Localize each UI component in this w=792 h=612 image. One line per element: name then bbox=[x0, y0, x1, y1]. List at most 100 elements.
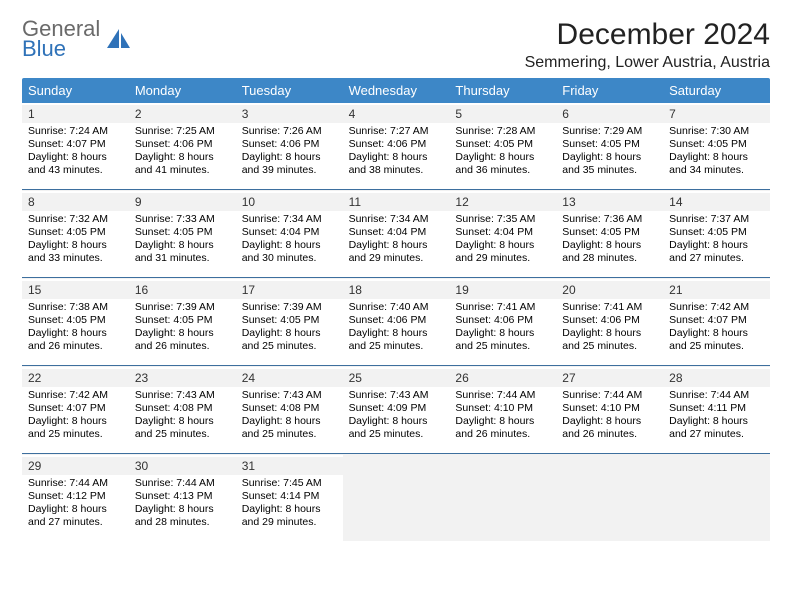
day-cell: 20Sunrise: 7:41 AMSunset: 4:06 PMDayligh… bbox=[556, 279, 663, 365]
day-info: Sunrise: 7:30 AMSunset: 4:05 PMDaylight:… bbox=[669, 125, 764, 178]
sunset-text: Sunset: 4:09 PM bbox=[349, 402, 444, 415]
daylight-text: Daylight: 8 hours and 43 minutes. bbox=[28, 151, 123, 177]
sunset-text: Sunset: 4:05 PM bbox=[669, 138, 764, 151]
day-info: Sunrise: 7:44 AMSunset: 4:12 PMDaylight:… bbox=[28, 477, 123, 530]
empty-cell bbox=[343, 455, 450, 541]
day-cell: 24Sunrise: 7:43 AMSunset: 4:08 PMDayligh… bbox=[236, 367, 343, 453]
sunrise-text: Sunrise: 7:29 AM bbox=[562, 125, 657, 138]
empty-cell bbox=[663, 455, 770, 541]
sunset-text: Sunset: 4:05 PM bbox=[28, 314, 123, 327]
day-info: Sunrise: 7:40 AMSunset: 4:06 PMDaylight:… bbox=[349, 301, 444, 354]
day-info: Sunrise: 7:34 AMSunset: 4:04 PMDaylight:… bbox=[242, 213, 337, 266]
daylight-text: Daylight: 8 hours and 26 minutes. bbox=[135, 327, 230, 353]
daylight-text: Daylight: 8 hours and 25 minutes. bbox=[28, 415, 123, 441]
sunset-text: Sunset: 4:07 PM bbox=[669, 314, 764, 327]
sunset-text: Sunset: 4:07 PM bbox=[28, 402, 123, 415]
sunrise-text: Sunrise: 7:42 AM bbox=[28, 389, 123, 402]
sail-icon bbox=[106, 28, 132, 55]
day-cell: 12 Sunrise: 7:35 AMSunset: 4:04 PMDayligh… bbox=[449, 191, 556, 277]
sunset-text: Sunset: 4:13 PM bbox=[135, 490, 230, 503]
day-info: Sunrise: 7:44 AMSunset: 4:10 PMDaylight:… bbox=[562, 389, 657, 442]
sunset-text: Sunset: 4:04 PM bbox=[455, 226, 550, 239]
sunrise-text: Sunrise: 7:39 AM bbox=[242, 301, 337, 314]
day-info: Sunrise: 7:41 AMSunset: 4:06 PMDaylight:… bbox=[455, 301, 550, 354]
day-cell: 9Sunrise: 7:33 AMSunset: 4:05 PMDaylight… bbox=[129, 191, 236, 277]
sunrise-text: Sunrise: 7:36 AM bbox=[562, 213, 657, 226]
sunrise-text: Sunrise: 7:41 AM bbox=[455, 301, 550, 314]
sunrise-text: Sunrise: 7:45 AM bbox=[242, 477, 337, 490]
day-number: 3 bbox=[236, 105, 343, 123]
day-number: 26 bbox=[449, 369, 556, 387]
day-cell: 13Sunrise: 7:36 AMSunset: 4:05 PMDayligh… bbox=[556, 191, 663, 277]
empty-bar bbox=[663, 455, 770, 541]
sunrise-text: Sunrise: 7:26 AM bbox=[242, 125, 337, 138]
day-cell: 11Sunrise: 7:34 AMSunset: 4:04 PMDayligh… bbox=[343, 191, 450, 277]
day-number: 5 bbox=[449, 105, 556, 123]
daylight-text: Daylight: 8 hours and 27 minutes. bbox=[669, 239, 764, 265]
day-number: 19 bbox=[449, 281, 556, 299]
day-number: 2 bbox=[129, 105, 236, 123]
day-number: 23 bbox=[129, 369, 236, 387]
daylight-text: Daylight: 8 hours and 28 minutes. bbox=[135, 503, 230, 529]
day-number: 17 bbox=[236, 281, 343, 299]
sunrise-text: Sunrise: 7:39 AM bbox=[135, 301, 230, 314]
day-number: 21 bbox=[663, 281, 770, 299]
logo-line2: Blue bbox=[22, 38, 100, 60]
sunset-text: Sunset: 4:11 PM bbox=[669, 402, 764, 415]
day-info: Sunrise: 7:27 AMSunset: 4:06 PMDaylight:… bbox=[349, 125, 444, 178]
day-number: 30 bbox=[129, 457, 236, 475]
day-cell: 28Sunrise: 7:44 AMSunset: 4:11 PMDayligh… bbox=[663, 367, 770, 453]
calendar-page: General Blue December 2024 Semmering, Lo… bbox=[0, 0, 792, 541]
weekday-sat: Saturday bbox=[663, 78, 770, 103]
day-info: Sunrise: 7:43 AMSunset: 4:09 PMDaylight:… bbox=[349, 389, 444, 442]
daylight-text: Daylight: 8 hours and 35 minutes. bbox=[562, 151, 657, 177]
day-cell: 8Sunrise: 7:32 AMSunset: 4:05 PMDaylight… bbox=[22, 191, 129, 277]
day-info: Sunrise: 7:36 AMSunset: 4:05 PMDaylight:… bbox=[562, 213, 657, 266]
day-info: Sunrise: 7:26 AMSunset: 4:06 PMDaylight:… bbox=[242, 125, 337, 178]
sunset-text: Sunset: 4:06 PM bbox=[562, 314, 657, 327]
day-cell: 1Sunrise: 7:24 AMSunset: 4:07 PMDaylight… bbox=[22, 103, 129, 189]
daylight-text: Daylight: 8 hours and 25 minutes. bbox=[242, 327, 337, 353]
daylight-text: Daylight: 8 hours and 26 minutes. bbox=[28, 327, 123, 353]
daylight-text: Daylight: 8 hours and 26 minutes. bbox=[562, 415, 657, 441]
day-number: 12 bbox=[449, 193, 556, 211]
day-cell: 7 Sunrise: 7:30 AMSunset: 4:05 PMDaylight… bbox=[663, 103, 770, 189]
day-number: 29 bbox=[22, 457, 129, 475]
day-info: Sunrise: 7:42 AMSunset: 4:07 PMDaylight:… bbox=[28, 389, 123, 442]
location: Semmering, Lower Austria, Austria bbox=[525, 54, 770, 72]
sunrise-text: Sunrise: 7:43 AM bbox=[349, 389, 444, 402]
weekday-fri: Friday bbox=[556, 78, 663, 103]
logo: General Blue bbox=[22, 18, 132, 60]
day-cell: 21Sunrise: 7:42 AMSunset: 4:07 PMDayligh… bbox=[663, 279, 770, 365]
sunset-text: Sunset: 4:06 PM bbox=[242, 138, 337, 151]
sunrise-text: Sunrise: 7:33 AM bbox=[135, 213, 230, 226]
sunrise-text: Sunrise: 7:24 AM bbox=[28, 125, 123, 138]
day-info: Sunrise: 7:44 AMSunset: 4:11 PMDaylight:… bbox=[669, 389, 764, 442]
sunrise-text: Sunrise: 7:34 AM bbox=[242, 213, 337, 226]
logo-text: General Blue bbox=[22, 18, 100, 60]
sunrise-text: Sunrise: 7:42 AM bbox=[669, 301, 764, 314]
sunset-text: Sunset: 4:04 PM bbox=[349, 226, 444, 239]
day-cell: 26 Sunrise: 7:44 AMSunset: 4:10 PMDayligh… bbox=[449, 367, 556, 453]
day-cell: 31Sunrise: 7:45 AMSunset: 4:14 PMDayligh… bbox=[236, 455, 343, 541]
day-info: Sunrise: 7:35 AMSunset: 4:04 PMDaylight:… bbox=[455, 213, 550, 266]
day-info: Sunrise: 7:28 AMSunset: 4:05 PMDaylight:… bbox=[455, 125, 550, 178]
header: General Blue December 2024 Semmering, Lo… bbox=[22, 18, 770, 72]
day-cell: 27Sunrise: 7:44 AMSunset: 4:10 PMDayligh… bbox=[556, 367, 663, 453]
sunset-text: Sunset: 4:06 PM bbox=[349, 314, 444, 327]
sunset-text: Sunset: 4:08 PM bbox=[135, 402, 230, 415]
sunset-text: Sunset: 4:05 PM bbox=[562, 138, 657, 151]
sunset-text: Sunset: 4:04 PM bbox=[242, 226, 337, 239]
sunrise-text: Sunrise: 7:35 AM bbox=[455, 213, 550, 226]
sunrise-text: Sunrise: 7:43 AM bbox=[135, 389, 230, 402]
sunset-text: Sunset: 4:05 PM bbox=[135, 314, 230, 327]
daylight-text: Daylight: 8 hours and 29 minutes. bbox=[455, 239, 550, 265]
month-title: December 2024 bbox=[525, 18, 770, 52]
sunrise-text: Sunrise: 7:38 AM bbox=[28, 301, 123, 314]
day-cell: 2Sunrise: 7:25 AMSunset: 4:06 PMDaylight… bbox=[129, 103, 236, 189]
daylight-text: Daylight: 8 hours and 41 minutes. bbox=[135, 151, 230, 177]
day-cell: 25Sunrise: 7:43 AMSunset: 4:09 PMDayligh… bbox=[343, 367, 450, 453]
day-info: Sunrise: 7:44 AMSunset: 4:10 PMDaylight:… bbox=[455, 389, 550, 442]
day-number: 7 bbox=[663, 105, 770, 123]
sunrise-text: Sunrise: 7:44 AM bbox=[28, 477, 123, 490]
